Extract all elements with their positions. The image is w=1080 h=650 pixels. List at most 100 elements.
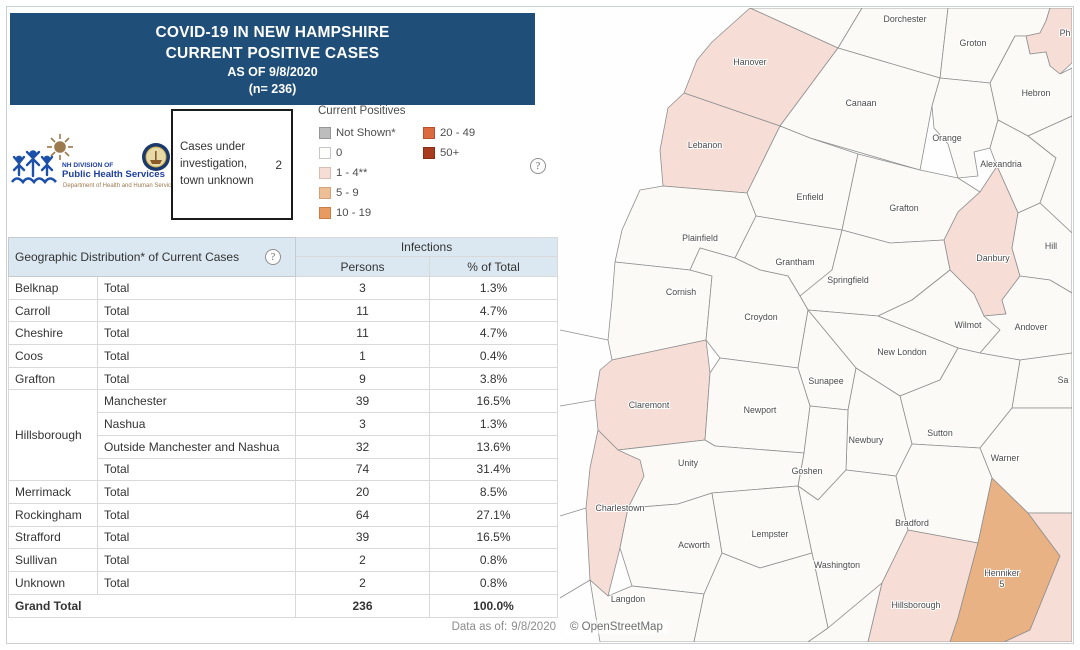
map-label-orange: Orange: [932, 133, 961, 143]
area-cell[interactable]: Total: [96, 457, 297, 482]
legend-item-3[interactable]: 5 - 9: [319, 183, 396, 203]
persons-cell[interactable]: 32: [295, 434, 431, 459]
legend-item-5[interactable]: 20 - 49: [423, 123, 475, 143]
persons-cell[interactable]: 39: [295, 525, 431, 550]
area-cell[interactable]: Total: [96, 548, 297, 572]
pct-cell[interactable]: 13.6%: [429, 434, 559, 459]
pct-cell[interactable]: 1.3%: [429, 412, 559, 436]
pct-cell[interactable]: 27.1%: [429, 502, 559, 527]
geo-distribution-table: Geographic Distribution* of Current Case…: [7, 237, 559, 618]
persons-cell[interactable]: 9: [295, 366, 431, 391]
persons-cell[interactable]: 39: [295, 389, 431, 414]
pct-cell[interactable]: 31.4%: [429, 457, 559, 482]
table-row: Strafford Total 39 16.5%: [8, 525, 559, 550]
area-cell[interactable]: Total: [96, 366, 297, 391]
legend-title: Current Positives: [318, 105, 406, 117]
legend-item-4[interactable]: 10 - 19: [319, 203, 396, 223]
area-cell[interactable]: Total: [96, 525, 297, 550]
map-label-warner: Warner: [991, 453, 1020, 463]
map-label-acworth: Acworth: [678, 540, 710, 550]
persons-cell[interactable]: 1: [295, 344, 431, 368]
county-cell[interactable]: Merrimack: [8, 480, 98, 504]
county-cell[interactable]: Belknap: [8, 276, 98, 300]
map-town-bradford[interactable]: [895, 443, 993, 544]
legend-swatch-icon: [319, 187, 331, 199]
area-cell[interactable]: Total: [96, 276, 297, 300]
area-cell[interactable]: Outside Manchester and Nashua: [96, 434, 297, 459]
county-cell[interactable]: Unknown: [8, 570, 98, 595]
area-cell[interactable]: Total: [96, 344, 297, 368]
county-cell[interactable]: Strafford: [8, 525, 98, 550]
legend-column-1: Not Shown* 0 1 - 4** 5 - 9 10 - 19: [319, 123, 396, 223]
legend-label: Not Shown*: [336, 127, 396, 139]
table-help-icon[interactable]: ?: [265, 249, 282, 265]
county-cell[interactable]: Coos: [8, 344, 98, 368]
map-label-plainfield: Plainfield: [682, 233, 718, 243]
banner-line-1: COVID-19 IN NEW HAMPSHIRE: [155, 24, 390, 41]
banner-line-4: (n= 236): [248, 82, 297, 96]
grand-total-persons[interactable]: 236: [295, 593, 431, 618]
title-banner: COVID-19 IN NEW HAMPSHIRE CURRENT POSITI…: [10, 13, 535, 105]
pct-cell[interactable]: 16.5%: [429, 389, 559, 414]
county-cell[interactable]: Carroll: [8, 298, 98, 323]
map-town-south-area-2[interactable]: [807, 582, 883, 642]
legend-item-6[interactable]: 50+: [423, 143, 475, 163]
map-town-orange[interactable]: [931, 77, 999, 179]
pct-cell[interactable]: 4.7%: [429, 298, 559, 323]
persons-cell[interactable]: 11: [295, 298, 431, 323]
map-town-plainfield[interactable]: [614, 185, 757, 271]
persons-cell[interactable]: 2: [295, 548, 431, 572]
grand-total-pct[interactable]: 100.0%: [429, 593, 559, 618]
legend-swatch-icon: [319, 127, 331, 139]
county-cell[interactable]: Cheshire: [8, 321, 98, 346]
persons-cell[interactable]: 3: [295, 276, 431, 300]
pct-cell[interactable]: 3.8%: [429, 366, 559, 391]
grand-total-label[interactable]: Grand Total: [7, 593, 297, 618]
state-seal-icon: [142, 143, 170, 171]
persons-cell[interactable]: 11: [295, 321, 431, 346]
table-row: Unknown Total 2 0.8%: [8, 570, 559, 595]
map-label-canaan: Canaan: [846, 98, 877, 108]
persons-cell[interactable]: 3: [295, 412, 431, 436]
investigation-box: Cases under investigation, town unknown …: [171, 109, 293, 220]
pct-cell[interactable]: 1.3%: [429, 276, 559, 300]
pct-cell[interactable]: 16.5%: [429, 525, 559, 550]
pct-cell[interactable]: 8.5%: [429, 480, 559, 504]
county-cell[interactable]: Grafton: [8, 366, 98, 391]
county-cell-hillsborough[interactable]: Hillsborough: [8, 389, 98, 482]
persons-cell[interactable]: 2: [295, 570, 431, 595]
area-cell[interactable]: Total: [96, 321, 297, 346]
legend-item-0[interactable]: Not Shown*: [319, 123, 396, 143]
area-cell[interactable]: Manchester: [96, 389, 297, 414]
legend-label: 0: [336, 147, 343, 159]
persons-cell[interactable]: 74: [295, 457, 431, 482]
map-label-goshen: Goshen: [792, 466, 823, 476]
legend-item-1[interactable]: 0: [319, 143, 396, 163]
legend-item-2[interactable]: 1 - 4**: [319, 163, 396, 183]
area-cell[interactable]: Total: [96, 502, 297, 527]
area-cell[interactable]: Nashua: [96, 412, 297, 436]
pct-cell[interactable]: 0.8%: [429, 548, 559, 572]
map-town-south-area-1[interactable]: [693, 552, 829, 642]
table-row: Coos Total 1 0.4%: [8, 344, 559, 368]
column-group-infections: Infections: [295, 237, 559, 257]
town-map[interactable]: Hanover Dorchester Groton Ph Hebron Canaan Ora…: [560, 8, 1072, 642]
county-cell[interactable]: Rockingham: [8, 502, 98, 527]
map-town-east-pink[interactable]: [1003, 512, 1072, 642]
data-as-of-value: 9/8/2020: [511, 621, 556, 633]
area-cell[interactable]: Total: [96, 570, 297, 595]
investigation-label: Cases under investigation, town unknown: [180, 141, 254, 187]
investigation-value[interactable]: 2: [275, 157, 282, 172]
county-cell[interactable]: Sullivan: [8, 548, 98, 572]
area-cell[interactable]: Total: [96, 298, 297, 323]
pct-cell[interactable]: 0.4%: [429, 344, 559, 368]
persons-cell[interactable]: 64: [295, 502, 431, 527]
pct-cell[interactable]: 4.7%: [429, 321, 559, 346]
persons-cell[interactable]: 20: [295, 480, 431, 504]
pct-cell[interactable]: 0.8%: [429, 570, 559, 595]
legend-label: 50+: [440, 147, 460, 159]
area-cell[interactable]: Total: [96, 480, 297, 504]
openstreetmap-attribution[interactable]: © OpenStreetMap: [565, 620, 668, 634]
help-icon[interactable]: ?: [530, 158, 546, 174]
banner-line-2: CURRENT POSITIVE CASES: [165, 45, 380, 62]
